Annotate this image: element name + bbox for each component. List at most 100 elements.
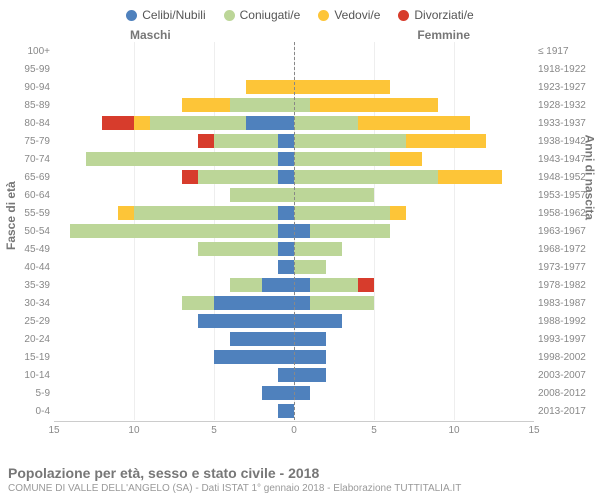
chart-title: Popolazione per età, sesso e stato civil… bbox=[8, 465, 461, 481]
age-label: 55-59 bbox=[4, 208, 50, 219]
birth-year-label: 1998-2002 bbox=[538, 352, 596, 363]
female-bar bbox=[294, 44, 534, 58]
legend-label: Celibi/Nubili bbox=[142, 8, 205, 22]
segment-celibi_nubili bbox=[278, 242, 294, 256]
segment-coniugati bbox=[310, 296, 374, 310]
segment-coniugati bbox=[198, 170, 278, 184]
segment-celibi_nubili bbox=[294, 296, 310, 310]
segment-celibi_nubili bbox=[294, 350, 326, 364]
age-label: 95-99 bbox=[4, 64, 50, 75]
female-bar bbox=[294, 224, 534, 238]
footer: Popolazione per età, sesso e stato civil… bbox=[8, 465, 461, 494]
segment-vedovi bbox=[118, 206, 134, 220]
center-line bbox=[294, 42, 295, 420]
age-label: 25-29 bbox=[4, 316, 50, 327]
male-bar bbox=[54, 296, 294, 310]
segment-vedovi bbox=[358, 116, 470, 130]
birth-year-label: 1963-1967 bbox=[538, 226, 596, 237]
birth-year-label: 1938-1942 bbox=[538, 136, 596, 147]
chart-subtitle: COMUNE DI VALLE DELL'ANGELO (SA) - Dati … bbox=[8, 483, 461, 494]
legend-swatch bbox=[126, 10, 137, 21]
female-bar bbox=[294, 332, 534, 346]
segment-coniugati bbox=[294, 98, 310, 112]
plot-area: 100+≤ 191795-991918-192290-941923-192785… bbox=[54, 42, 534, 438]
female-bar bbox=[294, 296, 534, 310]
segment-divorziati bbox=[358, 278, 374, 292]
gender-male-label: Maschi bbox=[130, 28, 171, 42]
segment-celibi_nubili bbox=[294, 224, 310, 238]
x-axis: 15105051015 bbox=[54, 421, 534, 438]
legend-label: Vedovi/e bbox=[334, 8, 380, 22]
female-bar bbox=[294, 98, 534, 112]
male-bar bbox=[54, 332, 294, 346]
segment-vedovi bbox=[134, 116, 150, 130]
segment-vedovi bbox=[246, 80, 294, 94]
birth-year-label: 1953-1957 bbox=[538, 190, 596, 201]
chart-frame: Celibi/Nubili Coniugati/e Vedovi/e Divorzia… bbox=[0, 0, 600, 500]
legend-label: Divorziati/e bbox=[414, 8, 473, 22]
age-label: 90-94 bbox=[4, 82, 50, 93]
segment-vedovi bbox=[390, 152, 422, 166]
segment-vedovi bbox=[406, 134, 486, 148]
birth-year-label: 1978-1982 bbox=[538, 280, 596, 291]
x-tick-label: 15 bbox=[48, 425, 59, 436]
x-tick-label: 5 bbox=[211, 425, 217, 436]
segment-coniugati bbox=[214, 134, 278, 148]
x-tick-label: 5 bbox=[371, 425, 377, 436]
segment-celibi_nubili bbox=[262, 386, 294, 400]
segment-celibi_nubili bbox=[278, 404, 294, 418]
legend-item: Coniugati/e bbox=[224, 8, 301, 22]
segment-coniugati bbox=[230, 278, 262, 292]
male-bar bbox=[54, 44, 294, 58]
birth-year-label: 2008-2012 bbox=[538, 388, 596, 399]
segment-divorziati bbox=[198, 134, 214, 148]
age-label: 60-64 bbox=[4, 190, 50, 201]
birth-year-label: 2013-2017 bbox=[538, 406, 596, 417]
legend: Celibi/Nubili Coniugati/e Vedovi/e Divorzia… bbox=[0, 0, 600, 22]
female-bar bbox=[294, 314, 534, 328]
segment-coniugati bbox=[294, 116, 358, 130]
male-bar bbox=[54, 260, 294, 274]
male-bar bbox=[54, 80, 294, 94]
birth-year-label: 1948-1952 bbox=[538, 172, 596, 183]
segment-coniugati bbox=[294, 242, 342, 256]
age-label: 30-34 bbox=[4, 298, 50, 309]
birth-year-label: 2003-2007 bbox=[538, 370, 596, 381]
legend-swatch bbox=[224, 10, 235, 21]
segment-coniugati bbox=[198, 242, 278, 256]
age-label: 10-14 bbox=[4, 370, 50, 381]
male-bar bbox=[54, 404, 294, 418]
segment-vedovi bbox=[310, 98, 438, 112]
age-label: 70-74 bbox=[4, 154, 50, 165]
female-bar bbox=[294, 404, 534, 418]
female-bar bbox=[294, 188, 534, 202]
segment-coniugati bbox=[182, 296, 214, 310]
segment-celibi_nubili bbox=[230, 332, 294, 346]
birth-year-label: 1928-1932 bbox=[538, 100, 596, 111]
female-bar bbox=[294, 206, 534, 220]
segment-celibi_nubili bbox=[294, 314, 342, 328]
male-bar bbox=[54, 188, 294, 202]
x-tick-label: 10 bbox=[448, 425, 459, 436]
birth-year-label: 1918-1922 bbox=[538, 64, 596, 75]
male-bar bbox=[54, 62, 294, 76]
x-tick-label: 10 bbox=[128, 425, 139, 436]
birth-year-label: ≤ 1917 bbox=[538, 46, 596, 57]
male-bar bbox=[54, 368, 294, 382]
segment-coniugati bbox=[294, 206, 390, 220]
segment-coniugati bbox=[310, 224, 390, 238]
legend-swatch bbox=[318, 10, 329, 21]
segment-vedovi bbox=[294, 80, 390, 94]
birth-year-label: 1988-1992 bbox=[538, 316, 596, 327]
segment-coniugati bbox=[294, 188, 374, 202]
age-label: 45-49 bbox=[4, 244, 50, 255]
female-bar bbox=[294, 80, 534, 94]
female-bar bbox=[294, 170, 534, 184]
age-label: 35-39 bbox=[4, 280, 50, 291]
segment-celibi_nubili bbox=[246, 116, 294, 130]
female-bar bbox=[294, 278, 534, 292]
x-tick-label: 15 bbox=[528, 425, 539, 436]
segment-vedovi bbox=[438, 170, 502, 184]
male-bar bbox=[54, 98, 294, 112]
age-label: 20-24 bbox=[4, 334, 50, 345]
